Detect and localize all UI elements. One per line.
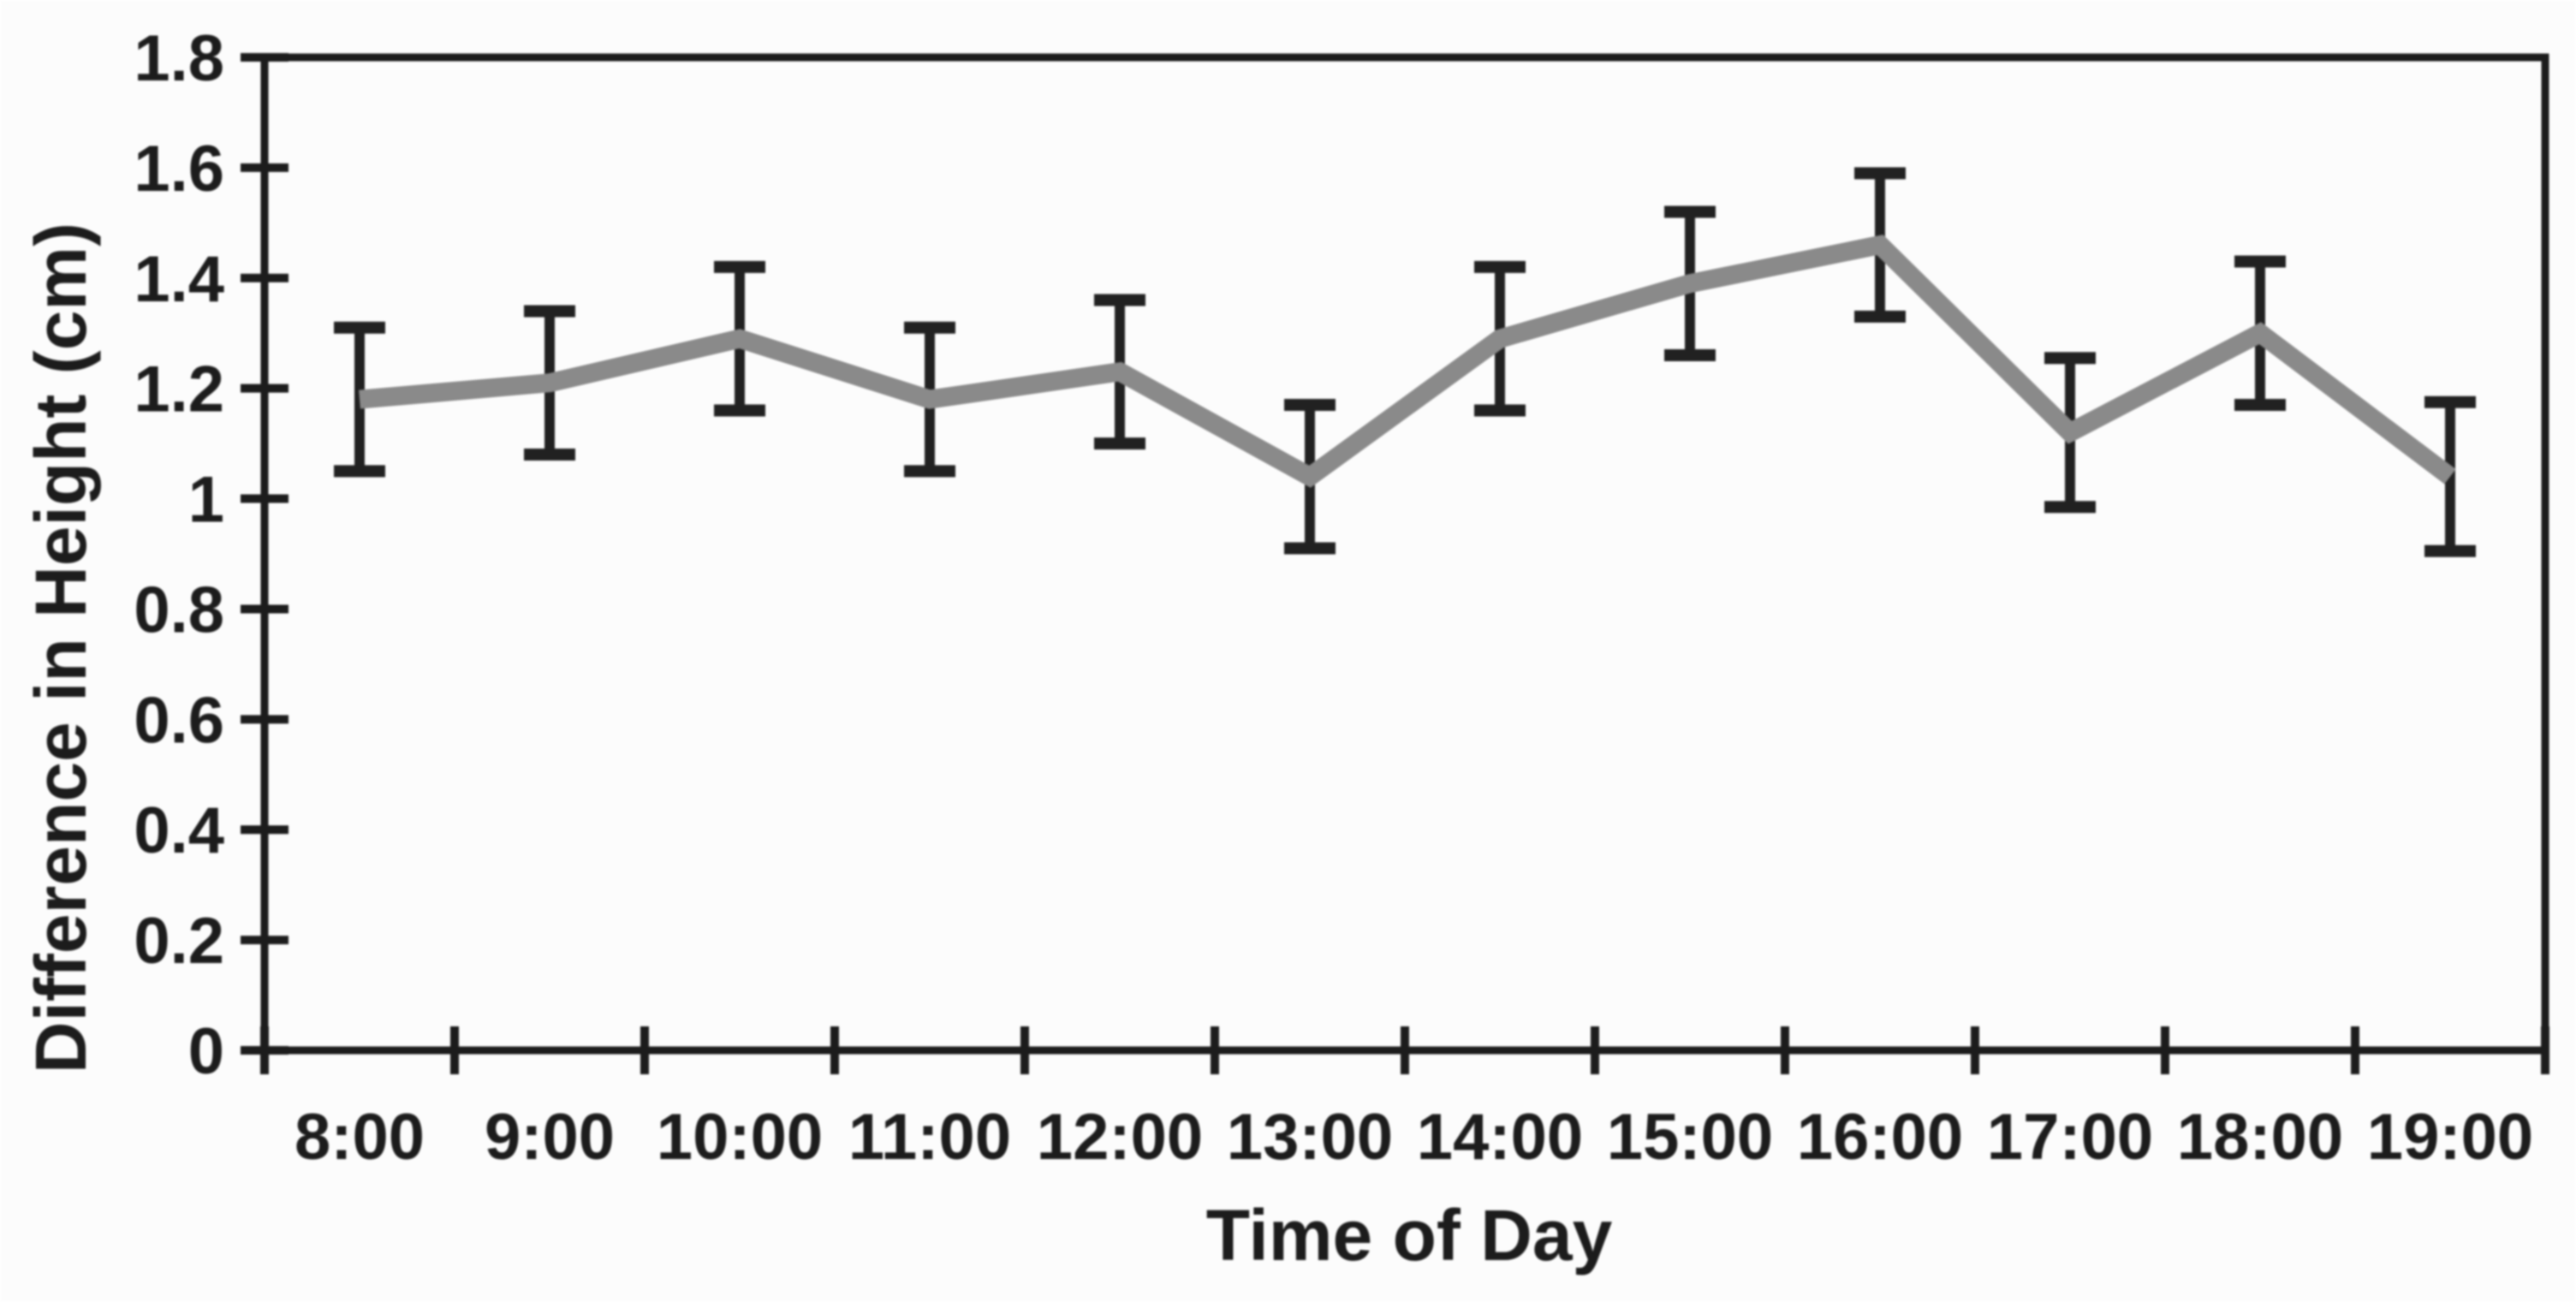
x-tick-label: 8:00 [294,1101,425,1174]
x-tick-label: 18:00 [2177,1101,2343,1174]
y-tick-label: 0 [188,1015,224,1088]
x-tick-label: 10:00 [657,1101,823,1174]
y-tick-label: 1.4 [134,243,224,316]
y-tick-label: 0.4 [134,794,224,867]
plot-frame [260,53,2549,1055]
x-axis-ticks [260,1026,2549,1074]
x-tick-label: 13:00 [1227,1101,1393,1174]
series-polyline [359,235,2456,488]
y-axis-ticks [241,53,289,1055]
x-tick-label: 12:00 [1037,1101,1203,1174]
y-tick-label: 0.2 [134,905,224,978]
y-axis-tick-labels: 0 0.2 0.4 0.6 0.8 1 1.2 1.4 1.6 1.8 [134,22,224,1088]
y-tick-label: 0.8 [134,574,224,646]
x-axis-tick-labels: 8:00 9:00 10:00 11:00 12:00 13:00 14:00 15:00 16… [294,1101,2533,1174]
x-tick-label: 11:00 [848,1101,1011,1174]
y-tick-label: 1.2 [134,354,224,426]
x-axis-title: Time of Day [1206,1195,1613,1275]
y-tick-label: 1.8 [134,22,224,95]
x-tick-label: 9:00 [485,1101,615,1174]
y-tick-label: 1 [188,464,224,537]
x-tick-label: 19:00 [2367,1101,2533,1174]
data-series-line [359,235,2456,488]
y-tick-label: 1.6 [134,133,224,205]
x-tick-label: 16:00 [1797,1101,1963,1174]
y-axis-title: Difference in Height (cm) [21,223,101,1073]
y-tick-label: 0.6 [134,684,224,757]
x-tick-label: 17:00 [1987,1101,2153,1174]
x-tick-label: 15:00 [1607,1101,1773,1174]
x-tick-label: 14:00 [1417,1101,1583,1174]
